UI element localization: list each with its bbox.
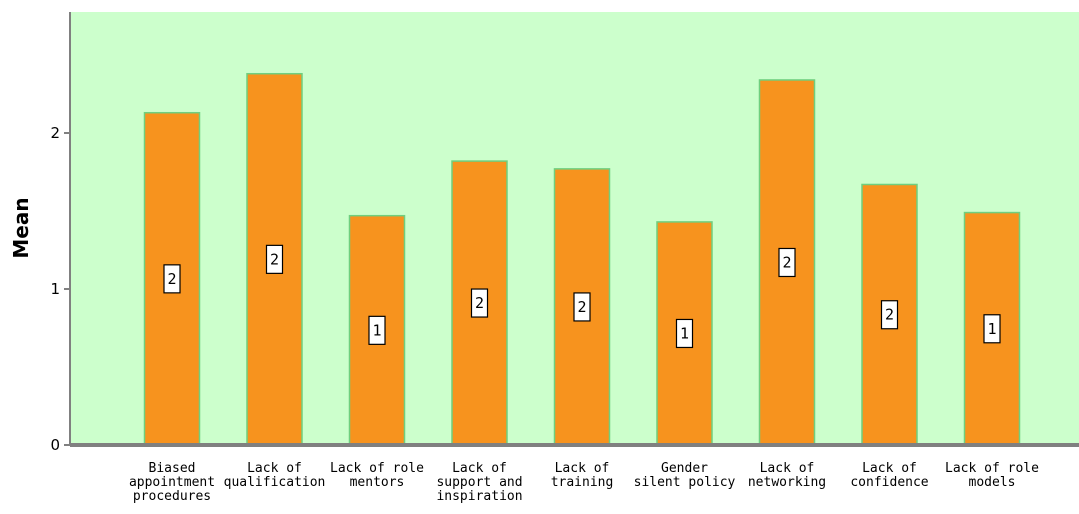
data-label-box: [368, 315, 386, 345]
data-labels-group: 2 2 1 2 2 1 2 2 1: [163, 244, 1001, 349]
x-tick-label: Lack of confidence: [850, 461, 928, 490]
data-label-box: [573, 292, 591, 322]
data-label-box: [163, 264, 181, 294]
data-label-text: 2: [577, 298, 586, 316]
y-tick-label: 1: [50, 280, 60, 298]
y-tick-label: 0: [50, 436, 60, 454]
data-label-box: [265, 244, 284, 274]
x-tick-label: Lack of role models: [945, 461, 1039, 490]
x-tick-label: Lack of qualification: [224, 461, 326, 490]
x-tick-label: Lack of training: [551, 461, 614, 490]
data-label: 2: [470, 288, 489, 318]
data-label-text: 2: [167, 270, 176, 288]
x-tick-label: Biased appointment procedures: [129, 461, 215, 504]
y-axis-title: Mean: [9, 197, 33, 258]
data-label-box: [675, 318, 694, 349]
x-tick-label: Lack of networking: [748, 461, 826, 490]
data-label: 1: [368, 315, 386, 345]
data-label-text: 2: [885, 306, 894, 324]
data-label: 1: [983, 314, 1001, 344]
x-tick-label: Lack of support and inspiration: [436, 461, 522, 504]
category-labels-group: Biased appointment procedures Lack of qualif…: [129, 461, 1039, 504]
data-label-box: [470, 288, 489, 318]
data-label-text: 2: [270, 250, 279, 268]
data-label: 2: [880, 300, 899, 330]
x-tick-label: Gender silent policy: [634, 461, 736, 490]
data-label: 2: [265, 244, 284, 274]
data-label-text: 2: [475, 294, 484, 312]
data-label-text: 1: [680, 324, 689, 342]
data-label-text: 2: [782, 253, 791, 271]
data-label: 2: [163, 264, 181, 294]
data-label-box: [778, 247, 796, 278]
x-tick-label: Lack of role mentors: [330, 461, 424, 490]
y-tick-label: 2: [50, 124, 60, 142]
y-ticks-group: 0 1 2: [50, 124, 70, 454]
data-label: 2: [778, 247, 796, 278]
data-label-box: [880, 300, 899, 330]
data-label: 1: [675, 318, 694, 349]
data-label-text: 1: [372, 321, 381, 339]
data-label-box: [983, 314, 1001, 344]
data-label-text: 1: [987, 320, 996, 338]
data-label: 2: [573, 292, 591, 322]
